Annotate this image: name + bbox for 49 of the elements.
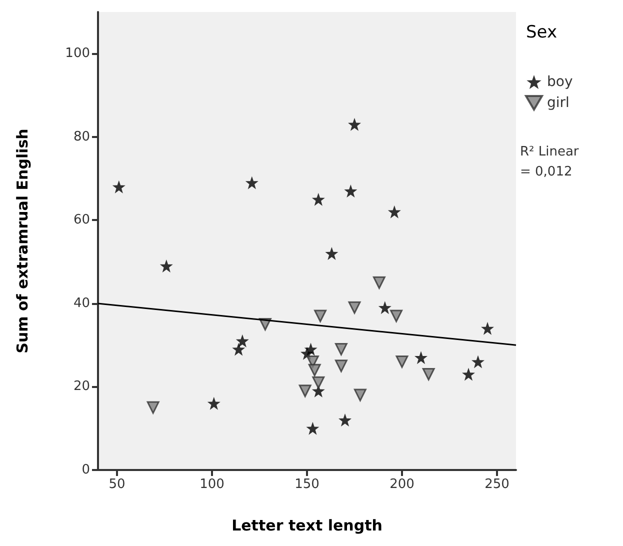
point: [348, 301, 361, 314]
x-tick-label: 150: [294, 477, 320, 492]
y-axis-title: Sum of extramrual English: [14, 128, 32, 354]
point: [146, 401, 160, 414]
point: [308, 364, 321, 376]
point: [462, 368, 475, 381]
point: [390, 310, 403, 322]
point: [414, 351, 428, 364]
y-tick-label: 40: [73, 296, 90, 311]
point: [481, 322, 494, 335]
point: [306, 422, 320, 435]
point: [354, 388, 366, 402]
point: [338, 414, 352, 427]
point: [312, 376, 325, 389]
point: [236, 334, 249, 348]
x-tick-label: 200: [390, 477, 414, 492]
point: [348, 118, 361, 131]
x-tick-label: 50: [108, 477, 126, 492]
y-tick-label: 0: [82, 462, 90, 478]
point: [396, 355, 408, 368]
point: [422, 368, 435, 380]
point: [298, 384, 312, 398]
legend-label: girl: [547, 94, 570, 111]
point: [312, 192, 325, 206]
legend-title: Sex: [526, 22, 558, 42]
legend-label: boy: [547, 74, 573, 90]
point: [207, 396, 220, 410]
point: [160, 259, 173, 272]
y-tick-label: 100: [65, 46, 90, 62]
x-tick-label: 250: [484, 477, 510, 492]
point: [388, 205, 401, 218]
x-tick-label: 100: [200, 477, 224, 492]
point: [378, 301, 392, 314]
point: [334, 360, 348, 372]
x-axis-title: Letter text length: [232, 516, 382, 534]
point: [325, 246, 338, 260]
point: [344, 184, 358, 198]
point: [112, 180, 126, 194]
point: [472, 355, 484, 368]
point: [232, 342, 246, 356]
point: [372, 276, 386, 289]
point: [304, 342, 318, 356]
point: [245, 176, 258, 190]
y-tick-label: 80: [73, 129, 90, 144]
point: [334, 343, 348, 356]
text: R² Linear = 0,012: [520, 144, 583, 180]
y-tick-label: 60: [73, 212, 90, 228]
point: [314, 310, 327, 322]
y-tick-label: 20: [73, 379, 90, 394]
